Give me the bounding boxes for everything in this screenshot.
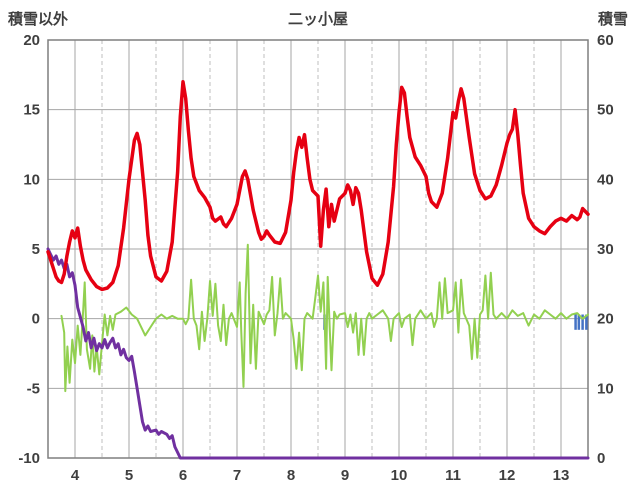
y-left-tick-label: 20 xyxy=(23,32,40,49)
x-tick-label: 13 xyxy=(553,467,570,484)
y-right-tick-label: 60 xyxy=(597,32,614,49)
y-left-tick-label: -5 xyxy=(27,380,40,397)
y-right-tick-label: 50 xyxy=(597,102,614,119)
x-tick-label: 6 xyxy=(179,467,187,484)
x-tick-label: 7 xyxy=(233,467,241,484)
x-tick-label: 5 xyxy=(125,467,133,484)
y-left-tick-label: -10 xyxy=(18,450,40,467)
x-tick-label: 10 xyxy=(391,467,408,484)
chart-title: 二ッ小屋 xyxy=(287,11,348,28)
left-axis-title: 積雪以外 xyxy=(8,11,69,28)
x-tick-label: 9 xyxy=(341,467,349,484)
red-temperature-line xyxy=(46,80,590,292)
y-right-tick-label: 10 xyxy=(597,380,614,397)
x-tick-label: 8 xyxy=(287,467,295,484)
y-left-tick-label: 10 xyxy=(23,171,40,188)
right-axis-title: 積雪 xyxy=(597,11,628,28)
x-tick-label: 11 xyxy=(445,467,461,484)
green-diff-line xyxy=(60,243,589,393)
y-right-tick-label: 20 xyxy=(597,311,614,328)
x-tick-label: 4 xyxy=(71,467,80,484)
y-left-tick-label: 5 xyxy=(32,241,40,258)
y-right-tick-label: 30 xyxy=(597,241,614,258)
y-left-tick-label: 0 xyxy=(32,311,40,328)
y-right-tick-label: 0 xyxy=(597,450,605,467)
purple-snow-line xyxy=(46,247,590,460)
y-left-tick-label: 15 xyxy=(23,102,40,119)
x-tick-label: 12 xyxy=(499,467,516,484)
y-right-tick-label: 40 xyxy=(597,171,614,188)
